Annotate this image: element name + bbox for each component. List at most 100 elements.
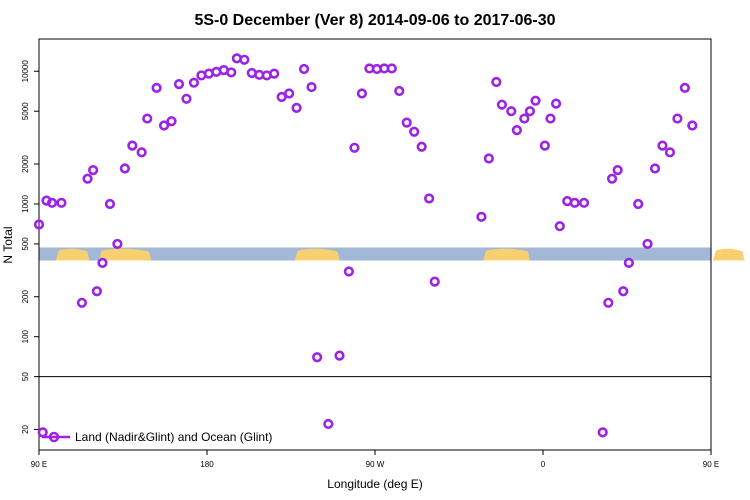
data-point [188, 77, 200, 88]
data-point [33, 219, 45, 230]
data-point [597, 427, 608, 438]
legend: Land (Nadir&Glint) and Ocean (Glint) [42, 430, 272, 444]
data-point [424, 193, 435, 204]
data-point [112, 238, 123, 250]
y-tick-label: 10000 [21, 60, 30, 83]
land-mass [294, 248, 340, 261]
legend-label: Land (Nadir&Glint) and Ocean (Glint) [75, 430, 272, 444]
data-point [409, 126, 420, 137]
data-point [91, 286, 102, 297]
data-point [633, 198, 644, 210]
data-point [173, 79, 185, 90]
data-point [679, 82, 690, 93]
y-tick-label: 100 [21, 329, 30, 343]
data-point [269, 68, 280, 79]
land-mass [98, 248, 151, 261]
map-strip [39, 247, 745, 261]
y-tick-label: 500 [21, 237, 30, 251]
data-point [606, 173, 618, 184]
data-point [416, 141, 427, 152]
data-point [554, 221, 565, 232]
data-point [356, 88, 368, 99]
data-point [142, 113, 153, 124]
data-point [569, 197, 580, 208]
data-point [672, 113, 683, 124]
data-point [401, 117, 412, 128]
land-mass [483, 248, 530, 261]
data-point [298, 63, 310, 75]
data-point [519, 113, 530, 124]
data-point [291, 102, 302, 113]
data-point [181, 93, 192, 104]
data-point [687, 120, 698, 131]
data-point [657, 140, 668, 151]
data-points [33, 53, 698, 438]
data-point [97, 257, 108, 268]
data-point [483, 153, 494, 164]
x-tick-label: 90 E [703, 460, 719, 469]
y-tick-label: 1000 [21, 195, 30, 213]
data-point [343, 266, 354, 277]
data-point [76, 297, 88, 308]
x-tick-label: 90 W [366, 460, 385, 469]
data-point [239, 54, 250, 65]
y-tick-label: 200 [21, 290, 30, 304]
plot-frame [38, 38, 712, 451]
data-point [539, 140, 550, 151]
x-tick-label: 90 E [31, 460, 47, 469]
data-point [88, 164, 99, 176]
data-point [386, 63, 397, 74]
data-point [104, 198, 116, 210]
data-point [306, 81, 317, 93]
data-point [623, 257, 634, 268]
data-point [323, 418, 334, 430]
data-point [545, 113, 556, 124]
y-tick-label: 5000 [21, 102, 30, 120]
data-point [664, 147, 676, 158]
data-point [37, 427, 48, 438]
y-axis: 20 50 100 200 500 1000 2000 5000 10000 [21, 60, 39, 434]
data-point [158, 120, 170, 131]
x-tick-label: 0 [541, 460, 546, 469]
ocean-band [39, 247, 711, 261]
y-tick-label: 2000 [21, 155, 30, 173]
data-point [506, 106, 517, 117]
x-axis: 90 E 180 90 W 0 90 E [31, 450, 719, 469]
y-axis-label: N Total [1, 226, 15, 263]
data-point [151, 82, 162, 93]
data-point [603, 297, 614, 308]
data-point [127, 140, 138, 151]
y-tick-label: 50 [21, 372, 30, 381]
data-point [429, 276, 440, 287]
data-point [349, 142, 360, 153]
data-point [82, 173, 93, 184]
data-point [618, 286, 629, 297]
data-point [642, 238, 653, 250]
legend-marker [48, 431, 60, 443]
data-point [612, 164, 623, 176]
data-point [476, 211, 487, 222]
data-point [578, 197, 590, 208]
data-point [312, 352, 323, 363]
x-axis-label: Longitude (deg E) [327, 477, 422, 491]
land-mass [712, 248, 745, 261]
data-point [284, 88, 295, 99]
data-point [524, 106, 536, 117]
data-point [511, 125, 522, 136]
data-point [530, 95, 541, 106]
data-point [496, 99, 508, 110]
x-tick-label: 180 [200, 460, 214, 469]
land-mass [55, 248, 90, 261]
data-point [136, 147, 147, 158]
data-point [226, 67, 237, 78]
data-point [334, 350, 345, 361]
data-point [649, 163, 661, 174]
data-point [166, 116, 177, 127]
data-point [119, 163, 130, 174]
data-point [56, 197, 67, 208]
data-point [394, 85, 405, 97]
data-point [491, 76, 502, 88]
data-point [46, 197, 58, 208]
data-point [550, 98, 562, 109]
